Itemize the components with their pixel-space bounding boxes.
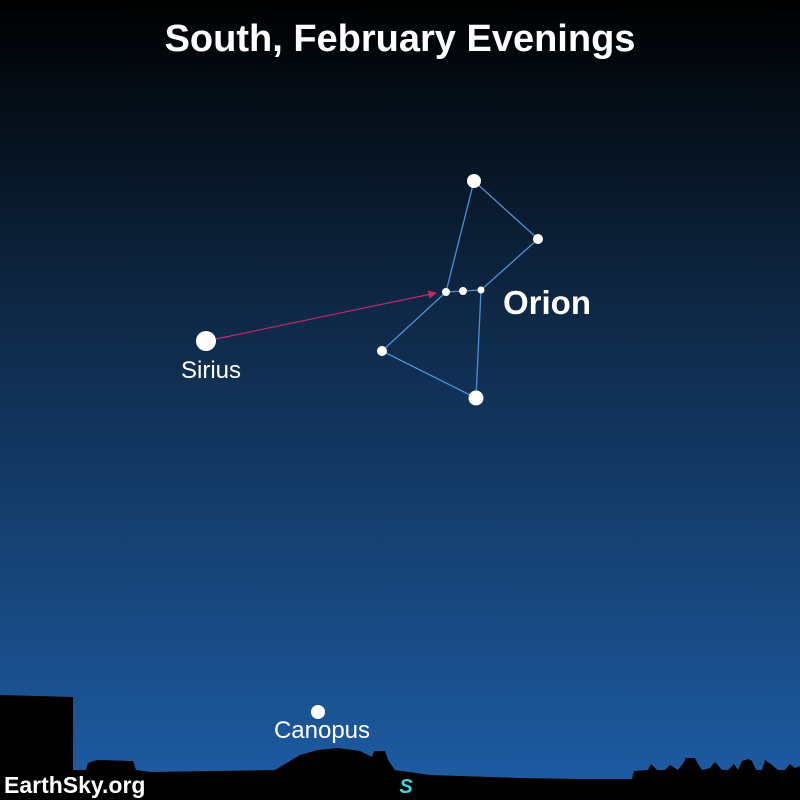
- orion-line-belt-rigel: [475, 289, 482, 399]
- orion-line-saiph-rigel: [381, 350, 477, 399]
- orion-line-betelgeuse-belt: [445, 180, 475, 293]
- constellation-label-orion: Orion: [503, 284, 591, 321]
- earthsky-credit: EarthSky.org: [4, 772, 145, 798]
- star-bellatrix: [533, 234, 543, 244]
- star-label-sirius: Sirius: [181, 357, 241, 384]
- chart-title: South, February Evenings: [165, 18, 636, 60]
- star-sirius: [196, 331, 216, 351]
- horizon-silhouette: [0, 695, 800, 800]
- orion-figure-lines: [381, 180, 539, 399]
- star-dots: [196, 174, 543, 719]
- direction-marker-south: S: [399, 776, 413, 798]
- star-canopus: [311, 705, 325, 719]
- star-alnilam: [459, 287, 467, 295]
- star-alnitak: [442, 288, 450, 296]
- star-mintaka: [477, 286, 485, 294]
- star-saiph: [377, 346, 387, 356]
- star-rigel: [468, 390, 484, 406]
- sirius-to-belt-pointer: [215, 290, 437, 340]
- star-label-canopus: Canopus: [274, 717, 370, 744]
- orion-line-bellatrix-belt: [480, 238, 539, 291]
- orion-line-betelgeuse-bellatrix: [473, 180, 539, 240]
- orion-line-belt-saiph: [381, 291, 447, 352]
- star-betelgeuse: [467, 174, 481, 188]
